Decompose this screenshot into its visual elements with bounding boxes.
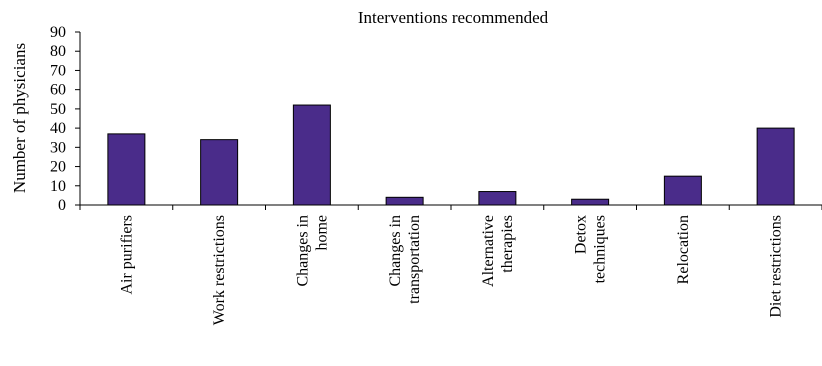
- y-tick-label: 30: [50, 139, 66, 156]
- x-tick-label: therapies: [499, 215, 516, 273]
- x-tick-label: techniques: [592, 215, 609, 283]
- bar: [756, 127, 795, 206]
- plot-area: 0 10 20 30 40 50 60 70 80 90 Air purifiers Work res…: [50, 24, 822, 325]
- y-tick-label: 70: [50, 62, 66, 79]
- x-tick-label: Diet restrictions: [768, 215, 785, 318]
- y-axis-label: Number of physicians: [10, 43, 29, 193]
- x-tick-label: Relocation: [675, 215, 692, 284]
- y-tick-label: 80: [50, 43, 66, 60]
- y-tick-label: 10: [50, 178, 66, 195]
- bar: [663, 175, 702, 206]
- x-tick-label: Work restrictions: [211, 215, 228, 325]
- x-tick-label: Changes in: [294, 215, 311, 287]
- bar: [107, 133, 146, 206]
- chart-title: Interventions recommended: [358, 8, 549, 27]
- bar: [292, 104, 331, 206]
- y-tick-label: 0: [58, 197, 66, 214]
- x-tick-label: transportation: [406, 215, 423, 304]
- x-tick-label: Detox: [573, 215, 590, 254]
- y-tick-label: 40: [50, 120, 66, 137]
- x-tick-label: home: [313, 215, 330, 251]
- x-tick-label: Changes in: [387, 215, 404, 287]
- y-tick-label: 20: [50, 159, 66, 176]
- y-tick-label: 60: [50, 82, 66, 99]
- x-tick-label: Air purifiers: [118, 215, 135, 295]
- y-tick-label: 90: [50, 24, 66, 41]
- y-tick-label: 50: [50, 101, 66, 118]
- bar: [478, 191, 517, 206]
- bar: [200, 139, 239, 206]
- bar: [571, 198, 610, 206]
- bar: [385, 196, 424, 206]
- x-tick-label: Alternative: [480, 215, 497, 287]
